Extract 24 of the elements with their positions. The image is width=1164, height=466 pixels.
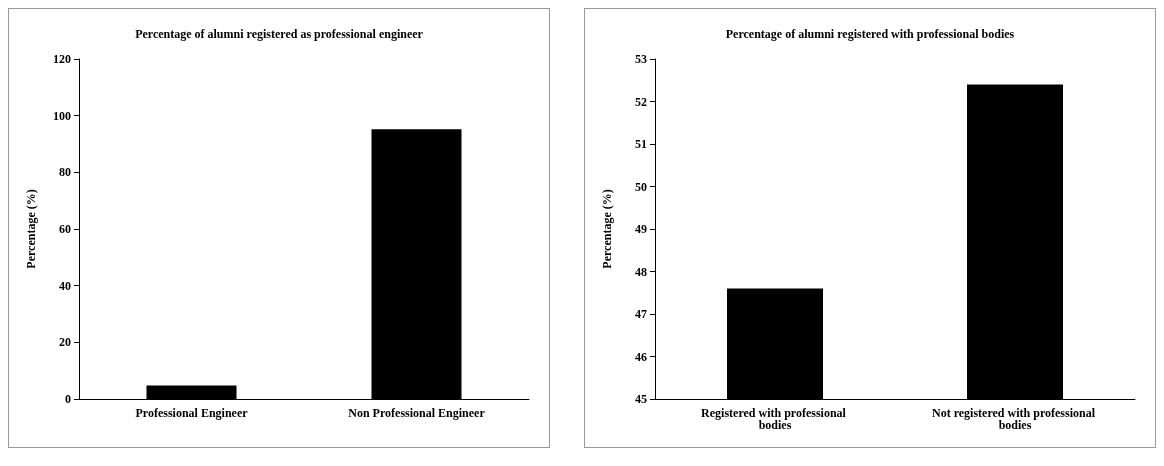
x-tick-label: Registered with professional bodies (701, 406, 849, 432)
x-tick-label: Non Professional Engineer (348, 406, 486, 420)
y-tick-label: 52 (635, 94, 647, 109)
y-tick-label: 47 (635, 307, 647, 321)
y-tick-label: 46 (635, 349, 647, 364)
y-axis-title: Percentage (%) (24, 189, 38, 269)
y-tick-label: 48 (635, 264, 647, 279)
y-tick-label: 53 (635, 52, 647, 66)
y-tick-label: 40 (59, 278, 71, 293)
chart-title: Percentage of alumni registered as professional engineer (135, 27, 424, 41)
x-tick-label: Professional Engineer (135, 406, 249, 420)
y-tick-label: 60 (59, 222, 71, 236)
y-tick-label: 50 (635, 179, 647, 194)
y-tick-label: 120 (53, 52, 71, 66)
chart-title: Percentage of alumni registered with professional bodies (725, 27, 1015, 41)
y-tick-label: 49 (635, 222, 647, 236)
y-axis-title: Percentage (%) (600, 189, 614, 269)
y-tick-label: 20 (59, 335, 71, 350)
y-tick-label: 0 (65, 392, 71, 406)
y-tick-label: 45 (635, 392, 647, 406)
y-tick-label: 80 (59, 165, 71, 180)
x-tick-label: Not registered with professional bodies (932, 406, 1098, 432)
y-tick-label: 51 (635, 137, 647, 151)
y-tick-label: 100 (53, 108, 71, 123)
